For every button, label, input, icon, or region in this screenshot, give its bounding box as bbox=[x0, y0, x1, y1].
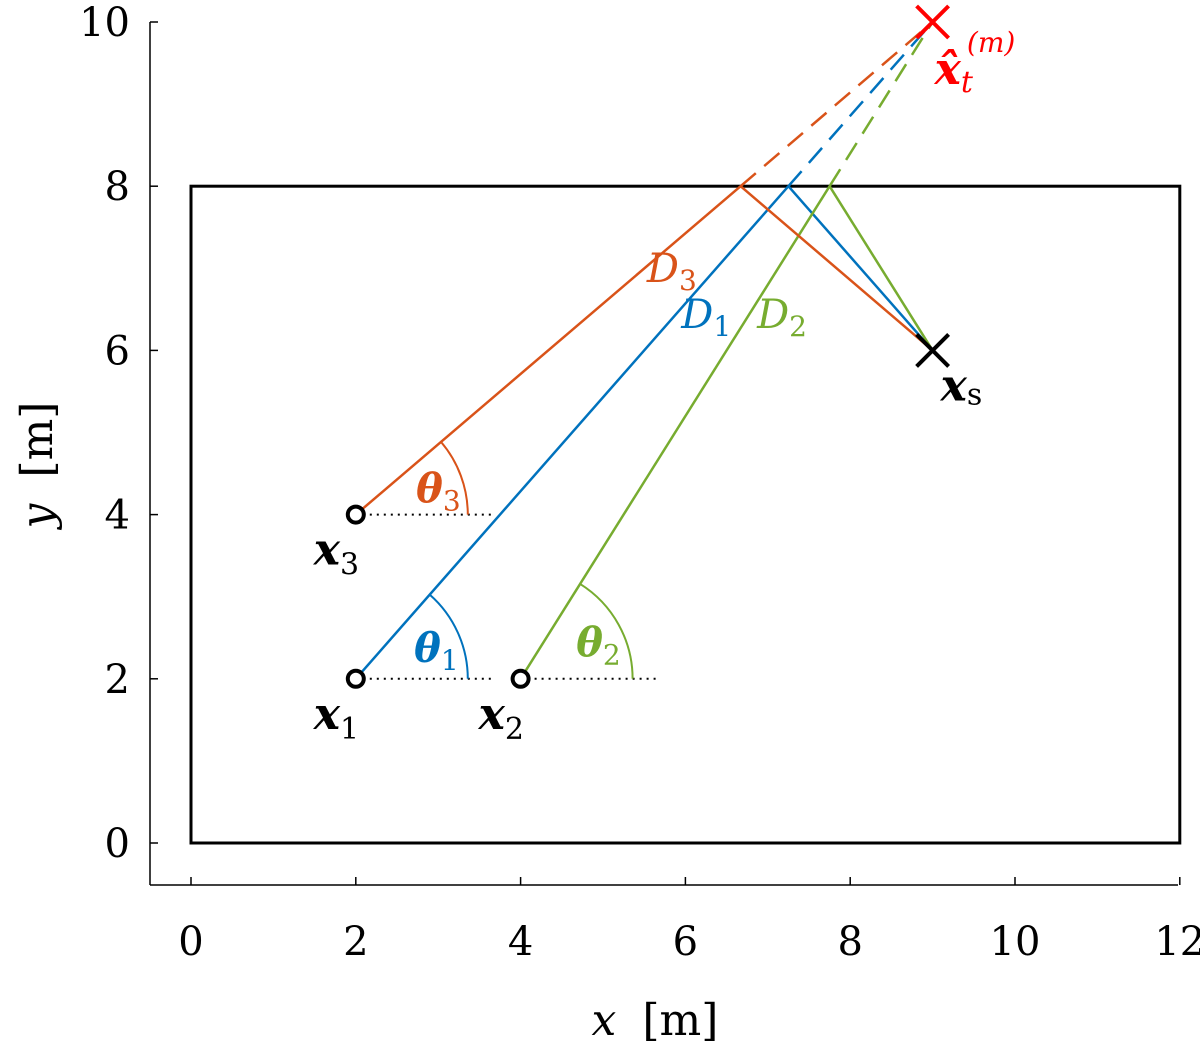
receiver-label-2: x2 bbox=[478, 689, 524, 747]
reflection-segment-2 bbox=[828, 185, 934, 352]
estimate-label: x̂t(m) bbox=[934, 26, 1016, 100]
x-tick-label: 12 bbox=[1154, 919, 1200, 965]
angle-arc-3 bbox=[440, 441, 469, 515]
x-axis-unit: [m] bbox=[642, 995, 718, 1046]
y-axis-unit: [m] bbox=[12, 402, 63, 478]
path-segment-1 bbox=[354, 185, 790, 680]
x-axis-label: x [m] bbox=[592, 995, 719, 1046]
x-axis-var: x bbox=[592, 995, 617, 1046]
path-segment-3 bbox=[354, 185, 742, 516]
receiver-label-3: x3 bbox=[313, 525, 359, 583]
markers: θ1 D1 x1 θ2 D2 x2 θ3 D3 x3 xs x̂t(m) bbox=[313, 4, 1016, 747]
x-tick-label: 0 bbox=[178, 919, 203, 965]
axes: 0 2 4 6 8 10 12 0 2 4 6 8 10 bbox=[79, 0, 1200, 965]
y-axis-label: y [m] bbox=[12, 402, 63, 531]
angle-label-1: θ1 bbox=[414, 625, 459, 677]
receiver-label-1: x1 bbox=[313, 689, 359, 747]
receiver-marker-2 bbox=[510, 668, 531, 689]
angle-arc-1 bbox=[429, 593, 469, 679]
y-tick-label: 0 bbox=[105, 821, 130, 867]
source-marker bbox=[915, 332, 951, 368]
y-axis-var: y bbox=[12, 502, 63, 530]
image-extension-3 bbox=[739, 21, 934, 188]
receiver-marker-3 bbox=[345, 504, 366, 525]
source-label: xs bbox=[940, 360, 983, 412]
y-tick-label: 2 bbox=[105, 657, 130, 703]
distance-label-3: D3 bbox=[646, 246, 697, 297]
propagation-paths bbox=[354, 21, 934, 680]
receiver-marker-1 bbox=[345, 668, 366, 689]
reflection-segment-1 bbox=[787, 185, 934, 352]
angle-label-3: θ3 bbox=[416, 466, 461, 518]
image-extension-1 bbox=[787, 21, 934, 188]
x-tick-label: 4 bbox=[508, 919, 533, 965]
y-tick-label: 6 bbox=[105, 328, 130, 374]
y-tick-label: 8 bbox=[105, 164, 130, 210]
reflection-segment-3 bbox=[739, 185, 934, 352]
y-tick-label: 10 bbox=[79, 0, 130, 46]
room-boundary bbox=[189, 184, 1182, 845]
x-tick-label: 8 bbox=[837, 919, 862, 965]
distance-label-2: D2 bbox=[756, 292, 807, 343]
y-ticks: 0 2 4 6 8 10 bbox=[79, 0, 158, 867]
x-ticks: 0 2 4 6 8 10 12 bbox=[178, 877, 1200, 965]
y-tick-label: 4 bbox=[105, 493, 130, 539]
path-segment-2 bbox=[519, 185, 831, 680]
image-extension-2 bbox=[828, 21, 934, 187]
x-tick-label: 2 bbox=[343, 919, 368, 965]
distance-label-1: D1 bbox=[680, 292, 731, 343]
estimate-marker bbox=[915, 4, 951, 40]
x-tick-label: 6 bbox=[673, 919, 698, 965]
angle-arc-2 bbox=[579, 583, 634, 679]
angle-label-2: θ2 bbox=[576, 619, 621, 671]
x-tick-label: 10 bbox=[990, 919, 1041, 965]
